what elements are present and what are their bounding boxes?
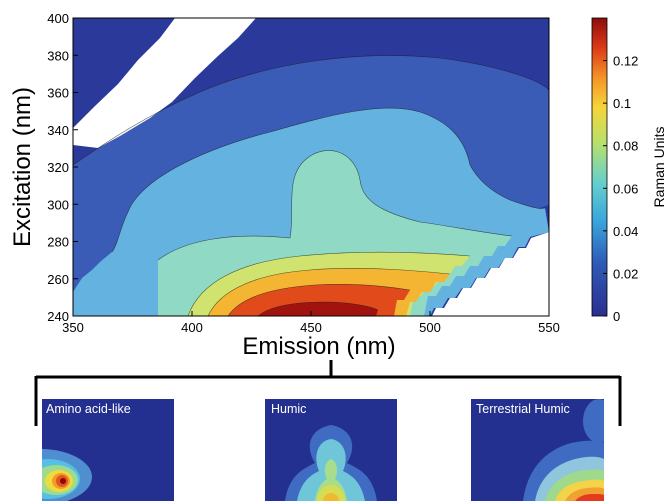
contour-lines [73, 55, 549, 316]
panel-humic-plot [265, 399, 397, 501]
x-tick-label: 450 [300, 320, 322, 335]
colorbar-tick-label: 0.08 [613, 139, 638, 154]
colorbar-ticks: 0 0.02 0.04 0.06 0.08 0.1 0.12 [603, 54, 638, 324]
y-tick-label: 360 [47, 86, 69, 101]
y-tick-label: 380 [47, 48, 69, 63]
scatter-mask-upper-left [73, 18, 256, 148]
main-plot [72, 17, 550, 317]
colorbar-tick-label: 0.06 [613, 181, 638, 196]
component-panel-terrestrial: Terrestrial Humic [471, 399, 604, 501]
x-axis: 350 400 450 500 550 [62, 311, 560, 335]
y-tick-label: 260 [47, 272, 69, 287]
colorbar-tick-label: 0.1 [613, 96, 631, 111]
x-tick-label: 550 [538, 320, 560, 335]
colorbar-tick-label: 0.02 [613, 266, 638, 281]
y-axis-title: Excitation (nm) [9, 87, 36, 247]
bracket [34, 360, 622, 426]
y-tick-label: 400 [47, 11, 69, 26]
x-tick-label: 500 [419, 320, 441, 335]
x-tick-label: 350 [62, 320, 84, 335]
colorbar: 0 0.02 0.04 0.06 0.08 0.1 0.12 Raman Units [591, 17, 667, 324]
contour-fill-group [73, 18, 549, 316]
y-axis: 240 260 280 300 320 340 360 380 400 [47, 11, 78, 324]
colorbar-label: Raman Units [651, 127, 667, 208]
colorbar-tick-label: 0.12 [613, 54, 638, 69]
contour-level-7 [258, 302, 378, 316]
colorbar-tick-label: 0 [613, 309, 620, 324]
panel-terrestrial-plot [471, 399, 604, 501]
y-tick-label: 240 [47, 309, 69, 324]
panel-humic-label: Humic [271, 402, 306, 416]
panel-amino-plot [42, 399, 174, 501]
scatter-mask-lower-right [432, 232, 549, 316]
component-panel-humic: Humic [265, 399, 397, 501]
colorbar-gradient [591, 17, 608, 317]
y-tick-label: 320 [47, 160, 69, 175]
x-tick-label: 400 [181, 320, 203, 335]
colorbar-tick-label: 0.04 [613, 224, 638, 239]
panel-terrestrial-label: Terrestrial Humic [476, 402, 570, 416]
y-tick-label: 280 [47, 235, 69, 250]
panel-amino-label: Amino acid-like [46, 402, 131, 416]
y-tick-label: 340 [47, 123, 69, 138]
x-axis-title: Emission (nm) [242, 333, 395, 360]
component-panel-amino: Amino acid-like [42, 399, 174, 501]
y-tick-label: 300 [47, 197, 69, 212]
